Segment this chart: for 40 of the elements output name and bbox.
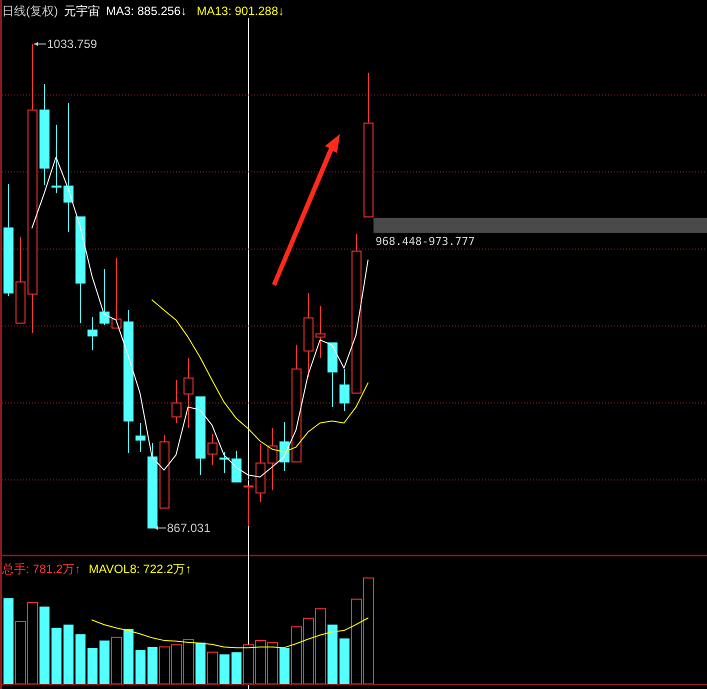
bar	[136, 650, 146, 684]
candlestick	[208, 434, 218, 466]
text: 元宇宙	[64, 4, 100, 18]
bar	[196, 642, 206, 684]
text: 总手: 781.2万↑	[1, 562, 81, 576]
text: MAVOL8: 722.2万↑	[88, 562, 192, 576]
bar	[111, 636, 122, 684]
bar	[124, 628, 134, 684]
text: 日线(复权)	[2, 4, 58, 18]
candlestick	[136, 422, 146, 453]
candlestick	[268, 427, 278, 491]
candlestick	[52, 124, 62, 194]
bar	[64, 624, 74, 684]
bar	[340, 638, 350, 684]
text: 968.448-973.777	[376, 234, 475, 248]
bar	[148, 646, 158, 684]
bar	[232, 652, 242, 684]
candlestick	[64, 102, 74, 232]
candlestick	[172, 380, 182, 424]
candlestick	[316, 306, 326, 358]
bar	[88, 648, 98, 684]
text: MA3: 885.256↓	[106, 4, 187, 18]
bar	[40, 606, 50, 684]
bar	[207, 652, 218, 684]
candlestick	[88, 316, 98, 351]
candlestick	[100, 268, 110, 326]
annotation: 867.031	[167, 521, 211, 535]
candlestick	[232, 450, 242, 482]
annotation: 1033.759	[47, 37, 98, 51]
candlestick	[340, 368, 350, 412]
bar	[4, 598, 14, 684]
bar	[100, 640, 110, 684]
bar	[220, 654, 230, 684]
candlestick	[244, 485, 254, 527]
candlestick	[184, 357, 194, 428]
text: MA13: 901.288↓	[196, 4, 284, 18]
bar	[280, 648, 290, 684]
bar	[328, 624, 338, 684]
bar	[76, 634, 86, 684]
bar	[52, 628, 62, 684]
